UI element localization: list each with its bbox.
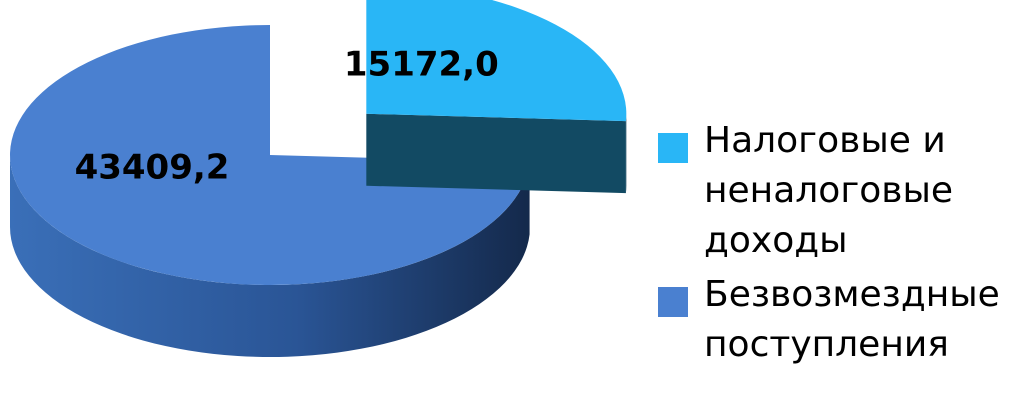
legend-swatch-tax-revenue bbox=[658, 133, 688, 163]
legend-item-grants: Безвозмездные поступления bbox=[658, 270, 1034, 370]
pie-slice-tax-revenue-front-wall bbox=[366, 113, 626, 194]
data-label-tax-revenue: 15172,0 bbox=[344, 44, 499, 84]
legend-label-tax-revenue: Налоговые и неналоговые доходы bbox=[704, 120, 954, 261]
legend-swatch-grants bbox=[658, 287, 688, 317]
pie-slice-tax-revenue bbox=[366, 0, 627, 122]
legend-label-grants: Безвозмездные поступления bbox=[704, 274, 1000, 365]
pie-slice-grants bbox=[10, 25, 530, 285]
legend-item-tax-revenue: Налоговые и неналоговые доходы bbox=[658, 116, 1034, 266]
legend: Налоговые и неналоговые доходы Безвозмез… bbox=[658, 116, 1034, 374]
data-label-grants: 43409,2 bbox=[75, 148, 230, 188]
pie-slice-grants-side bbox=[9, 155, 530, 358]
